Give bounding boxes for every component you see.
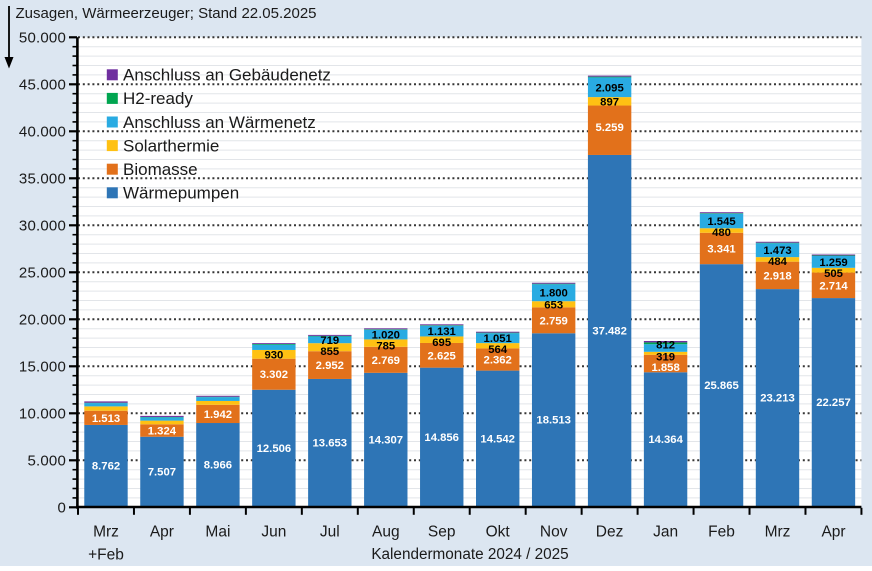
- svg-text:Feb: Feb: [708, 524, 735, 541]
- svg-text:930: 930: [264, 349, 283, 361]
- svg-text:Apr: Apr: [821, 524, 845, 541]
- svg-text:Sep: Sep: [428, 524, 456, 541]
- svg-text:2.095: 2.095: [595, 82, 623, 94]
- svg-text:22.257: 22.257: [816, 397, 851, 409]
- svg-text:14.307: 14.307: [369, 434, 404, 446]
- svg-text:1.051: 1.051: [484, 333, 512, 345]
- svg-text:Solarthermie: Solarthermie: [123, 136, 219, 155]
- svg-text:505: 505: [824, 268, 843, 280]
- svg-text:1.473: 1.473: [763, 245, 791, 257]
- svg-text:H2-ready: H2-ready: [123, 89, 193, 108]
- svg-text:Anschluss an Wärmenetz: Anschluss an Wärmenetz: [123, 113, 316, 132]
- svg-text:13.653: 13.653: [313, 438, 348, 450]
- svg-text:50.000: 50.000: [19, 30, 66, 47]
- svg-text:1.858: 1.858: [651, 362, 679, 374]
- svg-text:35.000: 35.000: [19, 171, 66, 188]
- svg-text:1.545: 1.545: [707, 216, 735, 228]
- svg-text:15.000: 15.000: [19, 359, 66, 376]
- svg-text:785: 785: [376, 341, 395, 353]
- svg-text:5.000: 5.000: [27, 453, 66, 470]
- svg-text:30.000: 30.000: [19, 218, 66, 235]
- svg-text:14.856: 14.856: [424, 432, 459, 444]
- svg-text:+Feb: +Feb: [88, 547, 124, 564]
- svg-text:8.762: 8.762: [92, 461, 120, 473]
- svg-text:3.341: 3.341: [707, 244, 735, 256]
- svg-text:484: 484: [768, 256, 788, 268]
- svg-text:897: 897: [600, 96, 619, 108]
- svg-text:2.625: 2.625: [428, 350, 456, 362]
- svg-text:Aug: Aug: [372, 524, 400, 541]
- svg-text:719: 719: [320, 335, 339, 347]
- svg-text:10.000: 10.000: [19, 406, 66, 423]
- svg-text:695: 695: [432, 337, 451, 349]
- svg-text:1.324: 1.324: [148, 426, 177, 438]
- svg-text:Zusagen, Wärmeerzeuger; Stand: Zusagen, Wärmeerzeuger; Stand 22.05.2025: [16, 5, 317, 22]
- svg-text:Nov: Nov: [540, 524, 568, 541]
- svg-text:2.759: 2.759: [540, 315, 568, 327]
- svg-text:Mrz: Mrz: [765, 524, 791, 541]
- svg-text:40.000: 40.000: [19, 124, 66, 141]
- svg-text:12.506: 12.506: [257, 443, 292, 455]
- svg-text:Biomasse: Biomasse: [123, 160, 198, 179]
- svg-text:Okt: Okt: [486, 524, 511, 541]
- svg-text:Mai: Mai: [205, 524, 230, 541]
- svg-text:Wärmepumpen: Wärmepumpen: [123, 184, 239, 203]
- svg-text:1.259: 1.259: [819, 257, 847, 269]
- svg-text:319: 319: [656, 351, 675, 363]
- svg-text:37.482: 37.482: [592, 326, 627, 338]
- svg-text:0: 0: [57, 500, 66, 517]
- svg-text:45.000: 45.000: [19, 77, 66, 94]
- svg-text:1.800: 1.800: [540, 288, 568, 300]
- svg-text:25.865: 25.865: [704, 380, 739, 392]
- svg-text:18.513: 18.513: [536, 415, 571, 427]
- svg-text:564: 564: [488, 344, 508, 356]
- svg-text:25.000: 25.000: [19, 265, 66, 282]
- svg-text:2.362: 2.362: [484, 355, 512, 367]
- svg-text:1.131: 1.131: [428, 326, 456, 338]
- svg-text:Jul: Jul: [320, 524, 340, 541]
- svg-text:2.918: 2.918: [763, 270, 791, 282]
- svg-text:2.952: 2.952: [316, 360, 344, 372]
- svg-text:Jun: Jun: [261, 524, 286, 541]
- svg-text:2.714: 2.714: [819, 280, 848, 292]
- svg-text:3.302: 3.302: [260, 369, 288, 381]
- svg-text:Dez: Dez: [596, 524, 624, 541]
- svg-text:23.213: 23.213: [760, 393, 795, 405]
- svg-text:Apr: Apr: [150, 524, 174, 541]
- svg-text:480: 480: [712, 227, 731, 239]
- svg-text:5.259: 5.259: [595, 122, 623, 134]
- svg-text:8.966: 8.966: [204, 460, 232, 472]
- svg-text:1.942: 1.942: [204, 409, 232, 421]
- svg-text:Kalendermonate 2024 / 2025: Kalendermonate 2024 / 2025: [371, 546, 568, 563]
- svg-text:812: 812: [656, 340, 675, 352]
- svg-text:14.542: 14.542: [480, 433, 515, 445]
- svg-text:7.507: 7.507: [148, 466, 176, 478]
- svg-text:20.000: 20.000: [19, 312, 66, 329]
- svg-text:14.364: 14.364: [648, 434, 683, 446]
- svg-text:855: 855: [320, 346, 339, 358]
- svg-text:Mrz: Mrz: [93, 524, 119, 541]
- svg-text:Jan: Jan: [653, 524, 678, 541]
- svg-text:1.020: 1.020: [372, 330, 400, 342]
- svg-text:Anschluss an Gebäudenetz: Anschluss an Gebäudenetz: [123, 66, 331, 85]
- svg-text:1.513: 1.513: [92, 413, 120, 425]
- svg-text:2.769: 2.769: [372, 355, 400, 367]
- svg-text:653: 653: [544, 299, 563, 311]
